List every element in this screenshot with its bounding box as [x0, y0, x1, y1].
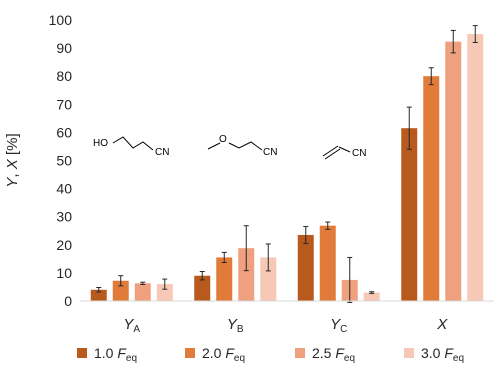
molecule-c-label: CN	[352, 148, 366, 159]
bars	[90, 34, 484, 302]
x-category-label: YC	[330, 316, 347, 335]
legend-item: 3.0 Feq	[404, 345, 464, 364]
bar	[445, 41, 462, 302]
x-axis-categories: YA YB YC X	[123, 316, 448, 335]
y-tick-label: 10	[56, 265, 72, 281]
x-category-label: YA	[123, 316, 140, 335]
bar	[194, 275, 211, 301]
y-tick-label: 70	[56, 96, 72, 112]
x-category-label: X	[436, 316, 448, 333]
y-tick-label: 100	[49, 12, 73, 28]
y-axis-ticks: 0 10 20 30 40 50 60 70 80 90 100	[49, 12, 73, 309]
bar	[90, 289, 107, 301]
legend-item: 2.5 Feq	[295, 345, 355, 364]
molecule-a-label-2: CN	[155, 147, 169, 158]
legend-label: 2.5 Feq	[312, 345, 355, 364]
molecule-b-label-1: O	[219, 134, 227, 145]
molecule-a-label-1: HO	[93, 138, 108, 149]
molecule-c-double-bond-2	[324, 148, 341, 160]
bar	[467, 34, 484, 302]
molecule-c-bond	[338, 146, 351, 153]
bar	[216, 257, 233, 301]
molecule-b-bond-1	[207, 142, 221, 150]
bar	[156, 284, 173, 301]
molecule-acrylonitrile: CN	[322, 145, 366, 160]
bar	[319, 225, 336, 301]
legend-swatch	[404, 348, 414, 358]
bar	[297, 234, 314, 301]
molecule-a-bonds	[112, 136, 154, 151]
y-tick-label: 60	[56, 124, 72, 140]
legend-label: 1.0 Feq	[94, 345, 137, 364]
legend-swatch	[77, 348, 87, 358]
y-tick-label: 0	[64, 293, 72, 309]
legend: 1.0 Feq 2.0 Feq 2.5 Feq 3.0 Feq	[77, 345, 464, 364]
molecule-c-double-bond-1	[322, 145, 339, 157]
bar	[112, 280, 129, 301]
bar	[238, 248, 255, 301]
molecule-b-bonds	[228, 141, 263, 151]
y-tick-label: 30	[56, 209, 72, 225]
bar	[401, 128, 418, 301]
x-category-label: YB	[227, 316, 244, 335]
y-axis-title-text: Y, X [%]	[4, 133, 21, 187]
y-tick-label: 80	[56, 68, 72, 84]
bar	[363, 292, 380, 301]
legend-label: 2.0 Feq	[202, 345, 245, 364]
y-tick-label: 40	[56, 181, 72, 197]
bar	[423, 76, 440, 301]
bar	[134, 283, 151, 301]
legend-swatch	[185, 348, 195, 358]
y-axis-title: Y, X [%]	[4, 133, 21, 187]
molecule-hydroxypropionitrile: HO CN	[93, 136, 169, 158]
molecule-b-label-2: CN	[263, 147, 277, 158]
y-tick-label: 90	[56, 40, 72, 56]
legend-item: 1.0 Feq	[77, 345, 137, 364]
error-bars	[96, 25, 478, 303]
molecule-methoxypropionitrile: O CN	[207, 134, 277, 158]
y-tick-label: 20	[56, 237, 72, 253]
molecule-structures: HO CN O CN CN	[93, 134, 366, 160]
bar	[260, 257, 277, 301]
legend-swatch	[295, 348, 305, 358]
y-tick-label: 50	[56, 153, 72, 169]
legend-label: 3.0 Feq	[421, 345, 464, 364]
legend-item: 2.0 Feq	[185, 345, 245, 364]
